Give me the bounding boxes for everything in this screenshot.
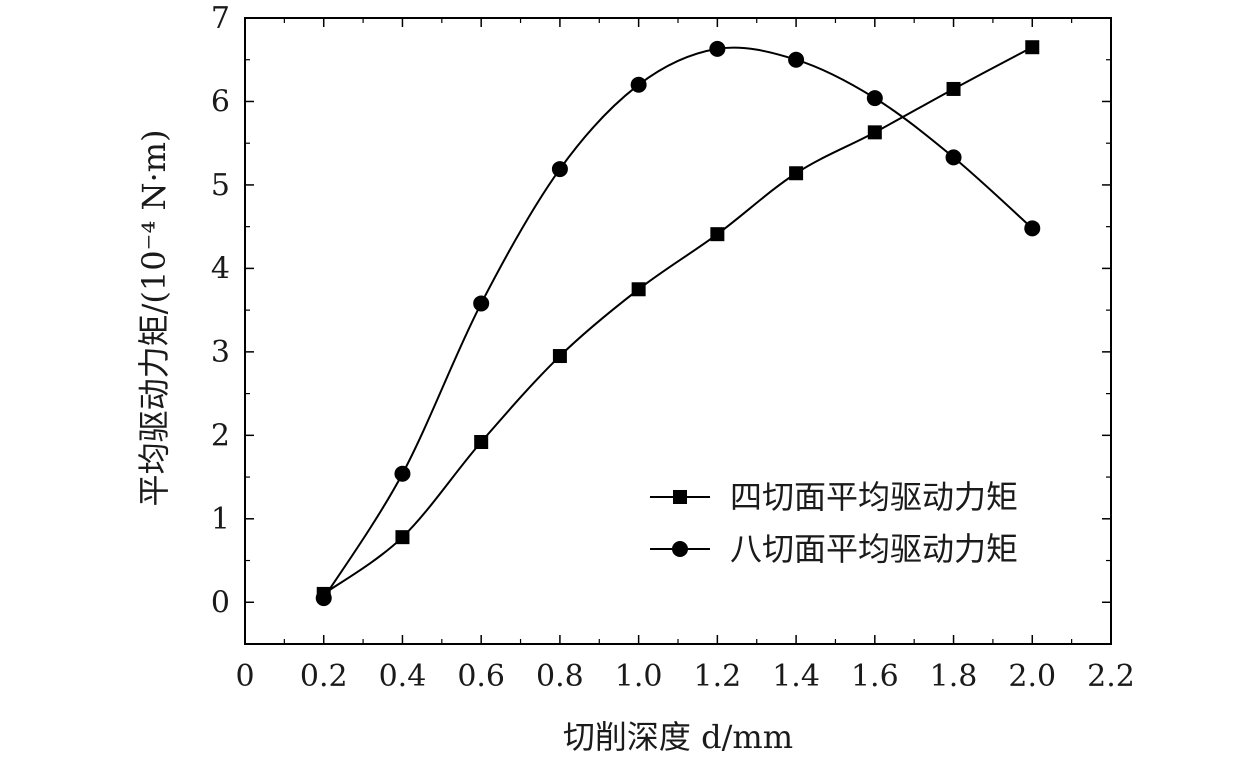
y-tick-label: 2 [211, 418, 230, 453]
x-tick-label: 1.4 [772, 659, 820, 694]
data-point-circle [473, 295, 490, 312]
y-tick-label: 5 [211, 168, 230, 203]
data-point-square [1025, 40, 1040, 55]
x-tick-label: 1.2 [694, 659, 742, 694]
data-point-square [631, 282, 646, 297]
data-point-square [474, 435, 489, 450]
legend-marker-square [673, 490, 687, 504]
data-point-circle [315, 590, 332, 607]
x-tick-label: 0.8 [536, 659, 584, 694]
data-point-circle [1024, 220, 1041, 237]
series-layer [315, 40, 1041, 607]
x-tick-label: 1.8 [930, 659, 978, 694]
data-point-square [552, 349, 567, 364]
legend-label-series-2: 八切面平均驱动力矩 [730, 530, 1018, 568]
x-tick-label: 0.6 [457, 659, 505, 694]
data-point-circle [709, 40, 726, 57]
data-point-square [789, 166, 804, 181]
x-axis-title: 切削深度 d/mm [563, 718, 793, 756]
data-point-square [710, 227, 725, 242]
y-tick-label: 4 [211, 251, 230, 286]
y-tick-label: 7 [211, 1, 230, 36]
legend-label-series-1: 四切面平均驱动力矩 [730, 478, 1018, 516]
x-tick-label: 2.0 [1008, 659, 1056, 694]
data-point-square [395, 530, 410, 545]
x-tick-label: 0.2 [300, 659, 348, 694]
legend-marker-circle [672, 541, 688, 557]
x-tick-label: 2.2 [1087, 659, 1135, 694]
legend: 四切面平均驱动力矩 八切面平均驱动力矩 [650, 478, 1018, 568]
data-point-circle [551, 161, 568, 178]
series-line-1 [323, 46, 1033, 595]
y-tick-label: 6 [211, 84, 230, 119]
data-point-circle [788, 51, 805, 68]
y-tick-label: 0 [211, 585, 230, 620]
data-point-square [946, 81, 961, 96]
data-point-circle [866, 90, 883, 107]
data-point-square [867, 125, 882, 140]
axis-ticks: 0 0.2 0.4 0.6 0.8 1.0 1.2 1.4 1.6 1.8 2.0 2.2 0 1 2 3 4 5… [211, 1, 1135, 694]
x-tick-label: 0 [235, 659, 254, 694]
data-point-circle [394, 465, 411, 482]
data-point-circle [630, 76, 647, 93]
y-axis-title: 平均驱动力矩/(10⁻⁴ N·m) [135, 130, 173, 507]
x-tick-label: 1.6 [851, 659, 899, 694]
x-tick-label: 0.4 [379, 659, 427, 694]
y-tick-label: 3 [211, 335, 230, 370]
data-point-circle [945, 149, 962, 166]
y-tick-label: 1 [211, 502, 230, 537]
x-tick-label: 1.0 [615, 659, 663, 694]
